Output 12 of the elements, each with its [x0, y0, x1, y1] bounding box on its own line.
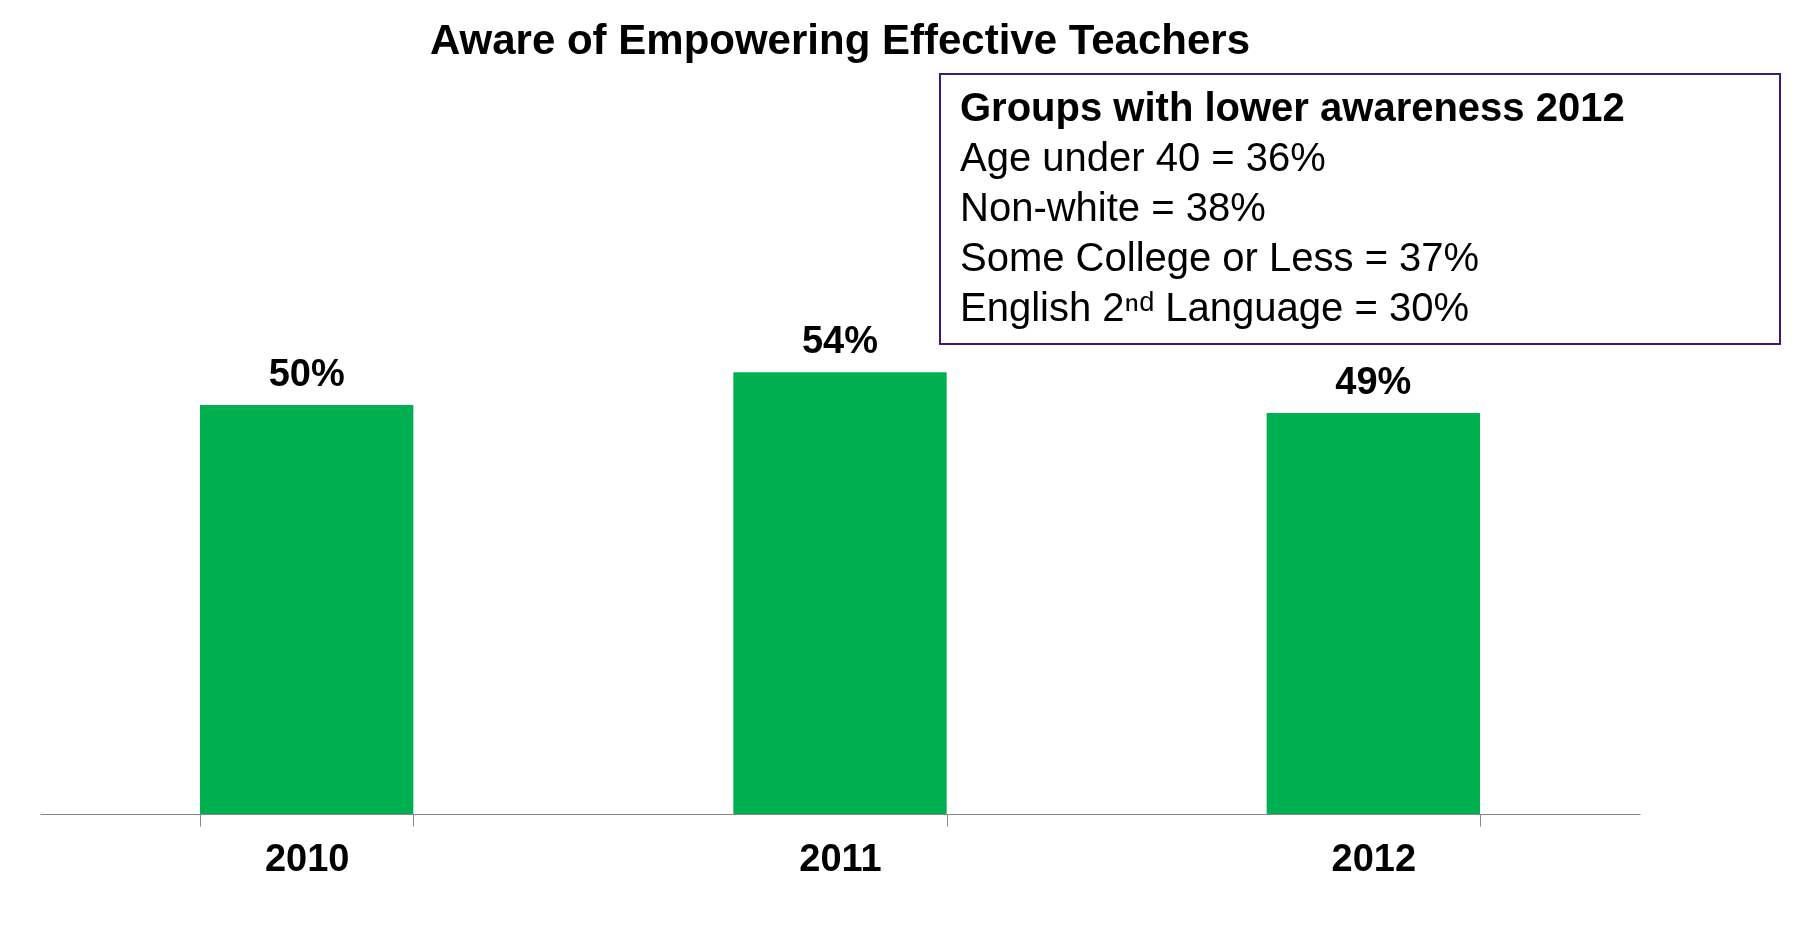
- text: Non-white = 38%: [960, 185, 1266, 229]
- text: Groups with lower awareness 2012: [960, 85, 1625, 129]
- chart-title: Aware of Empowering Effective Teachers: [429, 16, 1251, 63]
- x-tick-label: 2011: [799, 836, 882, 879]
- x-tick-label: 2012: [1331, 836, 1417, 879]
- data-label: 50%: [268, 351, 345, 394]
- text: Age under 40 = 36%: [960, 135, 1326, 179]
- text: Some College or Less = 37%: [960, 235, 1480, 279]
- x-tick-label: 2010: [264, 836, 350, 879]
- data-label: 54%: [801, 319, 879, 362]
- text: English 2ⁿᵈ Language = 30%: [960, 285, 1469, 329]
- data-label: 49%: [1335, 360, 1412, 403]
